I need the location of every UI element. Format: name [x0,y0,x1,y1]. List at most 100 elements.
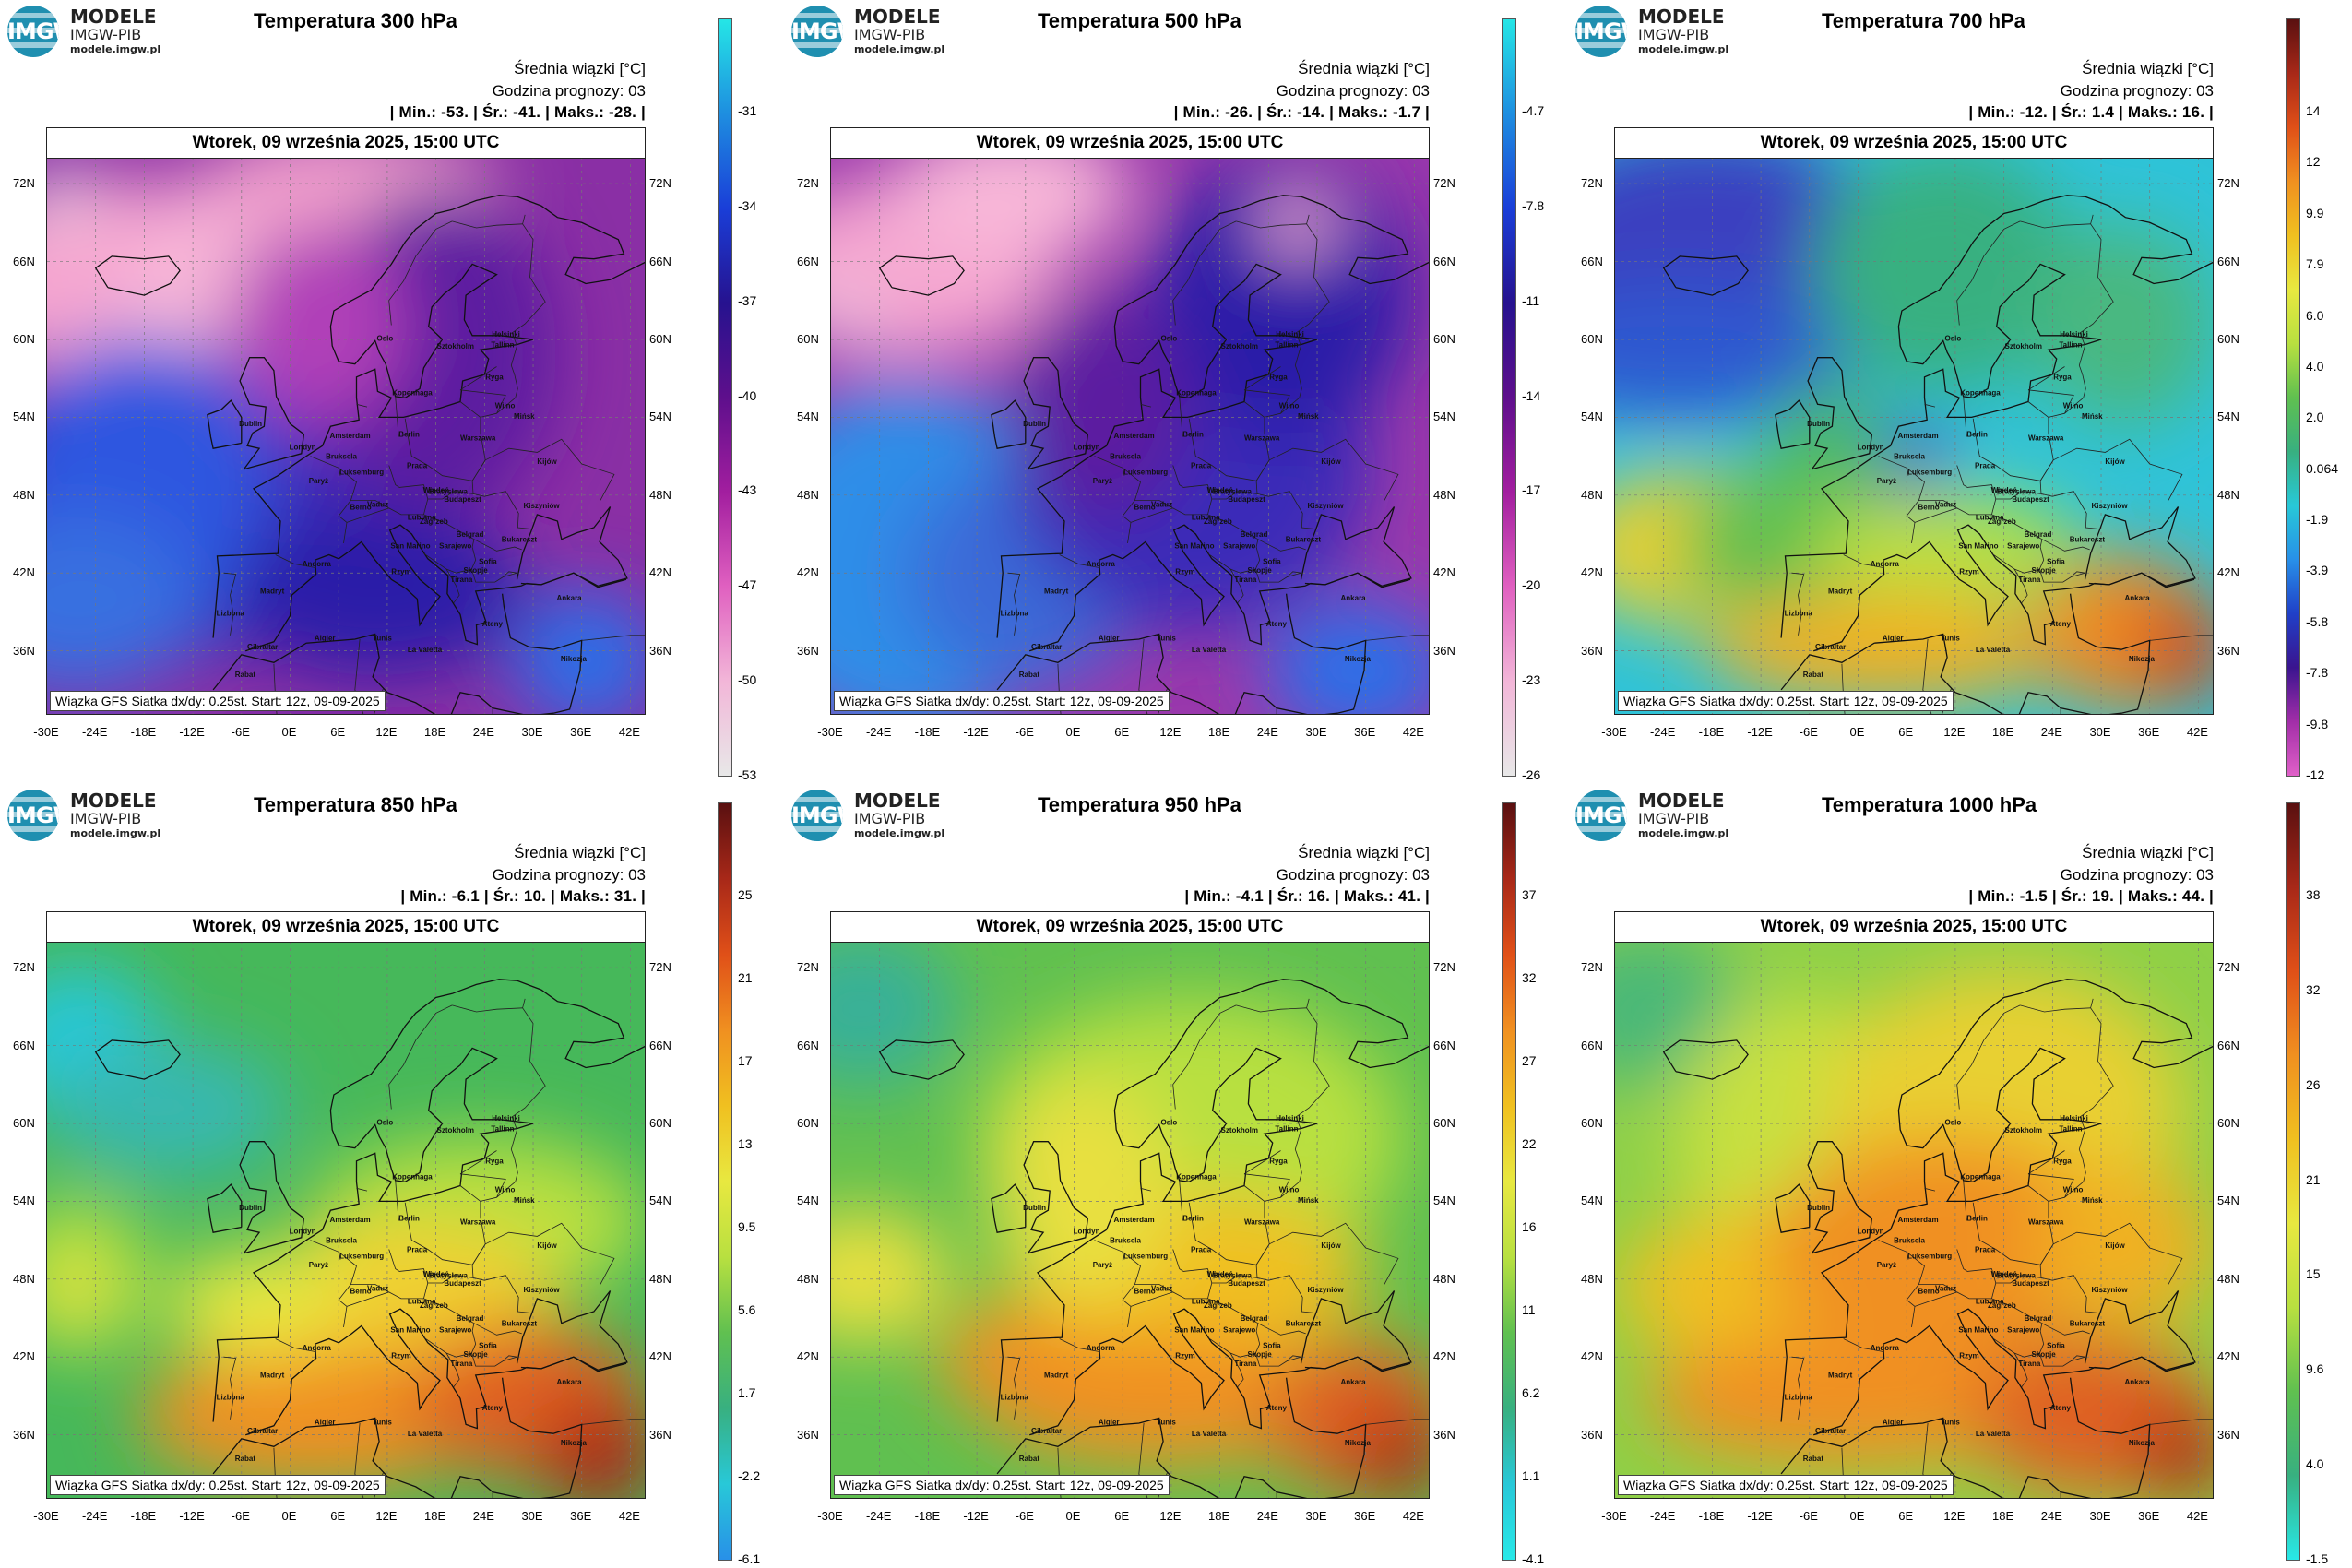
city-label: Bratysława [1213,487,1253,495]
country-border [1172,220,1237,326]
city-label: Oslo [1945,1118,1962,1126]
city-label: Kopenhaga [1960,1172,2001,1181]
forecast-hour-label: Godzina prognozy: 03 [2060,866,2214,884]
latitude-label: 60N [797,331,819,346]
city-label: Tallinn [2059,340,2082,349]
map-frame[interactable]: Wtorek, 09 września 2025, 15:00 UTC Oslo S… [46,911,646,1499]
country-border [1229,568,1244,603]
city-label: Praga [407,1245,428,1253]
country-border [1906,1252,1909,1260]
city-label: Skopje [463,1350,488,1359]
country-border [2013,568,2028,603]
city-label: Gibraltar [247,643,278,651]
city-label: Bruksela [1110,1236,1141,1244]
city-label: Sztokholm [1221,1126,1258,1134]
country-border [459,1173,506,1198]
longitude-label: -6E [1799,1509,1818,1523]
latitude-label: 72N [649,960,671,975]
coastline [1029,524,1411,652]
country-border [1295,214,1330,347]
city-label: Zagrzeb [420,517,448,526]
city-label: Ateny [482,620,504,628]
colorbar-tick-label: -53 [738,767,757,782]
country-border [581,635,645,641]
coastline [516,506,628,587]
map-frame[interactable]: Wtorek, 09 września 2025, 15:00 UTC Oslo S… [1614,127,2214,715]
city-label: Andorra [1871,560,1900,568]
city-label: Londyn [1074,444,1100,452]
country-border [388,1004,453,1110]
city-label: Kiszyniów [2091,502,2128,510]
city-label: Zagrzeb [1988,517,2016,526]
longitude-label: 18E [424,1509,446,1523]
city-label: Tirana [2018,1360,2040,1368]
colorbar-tick-label: 7.9 [2306,256,2324,272]
logo-mark-text: IMGW [1575,18,1627,44]
map-frame[interactable]: Wtorek, 09 września 2025, 15:00 UTC Oslo S… [1614,911,2214,1499]
map-frame[interactable]: Wtorek, 09 września 2025, 15:00 UTC Oslo S… [46,127,646,715]
city-label: Mińsk [514,412,535,421]
latitude-label: 48N [1581,487,1603,502]
country-border [485,1222,615,1285]
latitude-label: 66N [649,254,671,268]
city-label: Paryż [1093,1261,1112,1269]
latitude-label: 36N [13,1427,35,1442]
map-frame[interactable]: Wtorek, 09 września 2025, 15:00 UTC Oslo S… [830,127,1430,715]
latitude-label: 42N [1581,565,1603,580]
country-border [1130,1284,1174,1307]
city-label: Bratysława [429,487,469,495]
longitude-label: 30E [1305,1509,1327,1523]
city-label: Rabat [1803,671,1824,679]
country-border [2013,1352,2028,1387]
country-border [1254,568,1301,583]
country-border [1956,1249,1997,1300]
map-frame[interactable]: Wtorek, 09 września 2025, 15:00 UTC Oslo S… [830,911,1430,1499]
country-border [1179,396,1183,437]
city-label: Kopenhaga [1176,1172,1217,1181]
country-border [1906,468,1909,476]
city-label: Sztokholm [2005,342,2042,350]
longitude-label: -12E [179,1509,205,1523]
longitude-label: 42E [1402,725,1424,739]
city-label: Belgrad [1241,1314,1268,1323]
longitude-label: 6E [330,725,346,739]
city-label: La Valetta [1976,1430,2011,1438]
temperature-region [831,1209,951,1344]
city-label: Nikozja [2129,1439,2156,1447]
city-label: Oslo [377,334,394,342]
city-label: Algier [1883,1418,1904,1426]
longitude-label: 42E [1402,1509,1424,1523]
city-label: Amsterdam [1114,1216,1155,1224]
country-border [1991,514,2045,574]
country-border [503,571,517,577]
latitude-label: 48N [13,487,35,502]
logo-text: MODELE IMGW-PIB modele.imgw.pl [70,791,160,840]
colorbar-tick-label: 38 [2306,887,2321,902]
city-label: Berno [350,1287,372,1295]
valid-date-bar: Wtorek, 09 września 2025, 15:00 UTC [831,912,1429,943]
city-label: Lublana [1192,1298,1220,1306]
city-label: Tunis [1157,634,1176,642]
city-label: Kijów [537,1241,557,1250]
city-label: Londyn [290,1228,316,1236]
stats-summary: | Min.: -26. | Śr.: -14. | Maks.: -1.7 | [1173,103,1430,121]
latitude-label: 66N [1581,1038,1603,1052]
city-label: Paryż [1877,1261,1896,1269]
country-border [471,1243,486,1265]
latitude-label: 48N [2217,487,2239,502]
latitude-label: 42N [2217,1349,2239,1364]
colorbar-tick-label: -20 [1522,577,1541,593]
coastline [245,1308,627,1436]
coastline [1780,593,2151,714]
city-label: Sofia [479,1341,497,1349]
city-label: Ateny [482,1404,504,1412]
longitude-label: 18E [424,725,446,739]
country-border [1878,456,1925,543]
